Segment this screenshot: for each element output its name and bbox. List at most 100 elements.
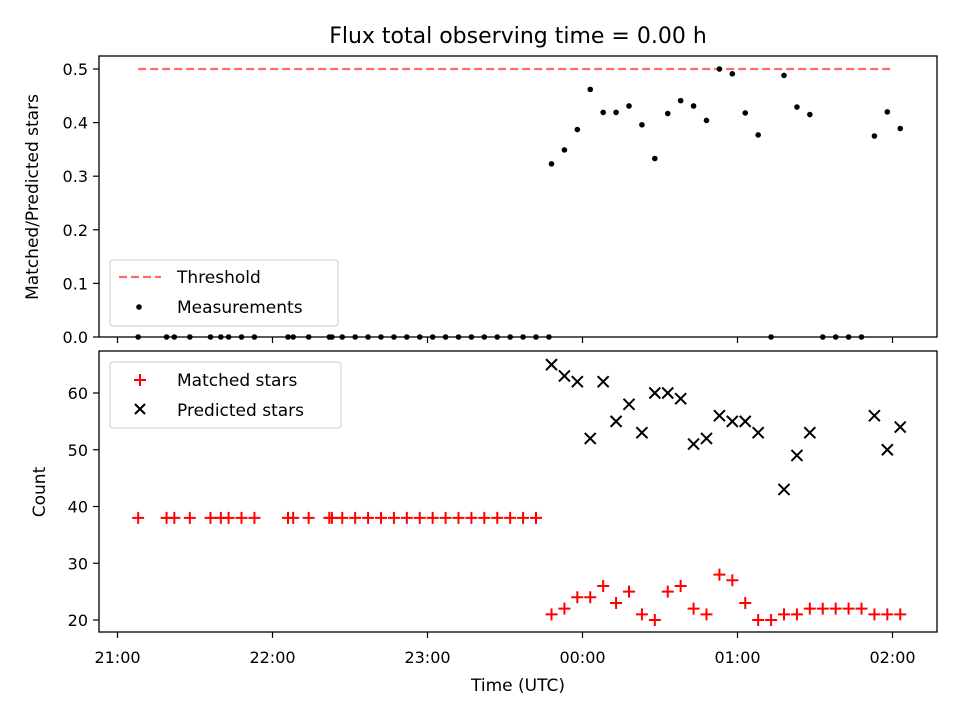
matched-star-point (803, 602, 816, 615)
top-y-tick-label: 0.5 (63, 60, 88, 79)
top-y-ticks: 0.0 0.1 0.2 0.3 0.4 0.5 (63, 60, 99, 347)
measurement-point (639, 121, 645, 128)
matched-star-point (517, 511, 530, 524)
matched-star-point (426, 511, 439, 524)
matched-star-point (439, 511, 452, 524)
bottom-legend-predicted-swatch (134, 403, 146, 415)
matched-star-point (648, 614, 661, 626)
bottom-y-ticks: 20 30 40 50 60 (68, 384, 99, 630)
matched-star-point (222, 511, 235, 524)
matched-star-point (790, 608, 803, 621)
matched-star-point (778, 608, 790, 621)
matched-star-point (661, 585, 674, 598)
matched-star-point (204, 511, 217, 524)
predicted-star-point (777, 483, 791, 496)
predicted-star-point (751, 426, 765, 439)
bottom-y-tick-label: 30 (68, 554, 88, 573)
matched-star-point (132, 511, 145, 524)
predicted-star-point (700, 432, 713, 445)
top-legend: Threshold Measurements (109, 259, 339, 327)
matched-star-point (478, 511, 491, 524)
bottom-legend: Matched stars Predicted stars (109, 361, 342, 429)
matched-star-point (452, 511, 465, 524)
matched-star-point (571, 591, 584, 604)
matched-star-point (623, 585, 635, 598)
predicted-star-point (868, 409, 881, 422)
predicted-star-point (739, 415, 752, 428)
matched-star-point (362, 511, 375, 524)
top-y-axis-label: Matched/Predicted stars (23, 94, 43, 300)
measurement-point (897, 125, 904, 132)
matched-star-point (558, 602, 571, 615)
measurement-point (587, 86, 594, 93)
bottom-y-tick-label: 20 (68, 611, 88, 630)
bottom-y-axis-label: Count (30, 466, 50, 517)
top-y-tick-label: 0.2 (63, 221, 88, 240)
predicted-star-point (635, 426, 649, 439)
measurement-point (781, 72, 787, 79)
measurement-point (690, 103, 697, 109)
top-y-tick-label: 0.4 (63, 114, 88, 133)
matched-star-point (713, 568, 726, 581)
bottom-legend-box (109, 361, 342, 429)
matched-star-point (700, 608, 713, 621)
measurement-point (807, 111, 813, 118)
top-legend-measurements-swatch (136, 304, 142, 310)
bottom-x-tick-label: 21:00 (94, 648, 140, 667)
matched-star-point (504, 511, 517, 524)
matched-star-point (375, 511, 387, 524)
matched-star-point (287, 511, 300, 524)
top-panel: 0.0 0.1 0.2 0.3 0.4 0.5 Matched/Predicted sta… (23, 55, 938, 347)
measurement-point (794, 104, 800, 110)
bottom-marks (132, 358, 907, 626)
measurement-point (548, 161, 555, 167)
bottom-x-tick-label: 01:00 (714, 648, 760, 667)
predicted-star-point (790, 449, 804, 462)
matched-star-point (842, 602, 855, 615)
predicted-star-point (674, 392, 687, 405)
measurement-point (716, 66, 723, 72)
predicted-star-point (545, 358, 558, 371)
bottom-x-tick-label: 23:00 (404, 648, 450, 667)
measurement-point (561, 147, 568, 153)
matched-star-point (465, 511, 478, 524)
bottom-y-tick-label: 40 (68, 498, 88, 517)
bottom-y-tick-label: 50 (68, 441, 88, 460)
bottom-x-ticks: 21:00 22:00 23:00 00:00 01:00 02:00 (94, 632, 916, 667)
predicted-star-point (648, 386, 662, 400)
bottom-legend-matched-label: Matched stars (177, 371, 297, 391)
bottom-panel: 20 30 40 50 60 21:00 22:00 23:00 00:00 01:00 02:0… (30, 350, 938, 696)
matched-star-point (894, 608, 907, 621)
top-x-ticks (116, 337, 894, 343)
measurement-point (600, 109, 606, 116)
predicted-star-point (609, 415, 623, 428)
matched-star-point (868, 608, 881, 621)
predicted-star-point (687, 437, 700, 451)
measurement-point (729, 71, 736, 77)
matched-star-point (336, 511, 349, 524)
matched-star-point (183, 511, 196, 524)
bottom-axes-frame (98, 350, 938, 633)
predicted-star-point (726, 415, 739, 428)
matched-star-point (739, 596, 752, 609)
bottom-legend-matched-swatch (134, 374, 146, 386)
predicted-star-point (894, 420, 907, 434)
predicted-star-point (661, 386, 674, 400)
matched-star-point (816, 602, 829, 615)
top-y-tick-label: 0.1 (63, 274, 88, 293)
measurement-point (884, 109, 891, 115)
bottom-y-tick-label: 60 (68, 384, 88, 403)
matched-star-point (584, 591, 597, 604)
matched-star-point (400, 511, 413, 524)
matched-star-point (325, 511, 338, 524)
matched-star-point (610, 596, 623, 609)
measurement-point (613, 109, 619, 116)
matched-star-point (302, 511, 315, 524)
matched-star-point (635, 608, 648, 621)
matched-star-point (855, 602, 868, 615)
matched-star-point (881, 608, 894, 621)
matched-star-point (726, 574, 739, 587)
matched-star-point (687, 602, 700, 615)
